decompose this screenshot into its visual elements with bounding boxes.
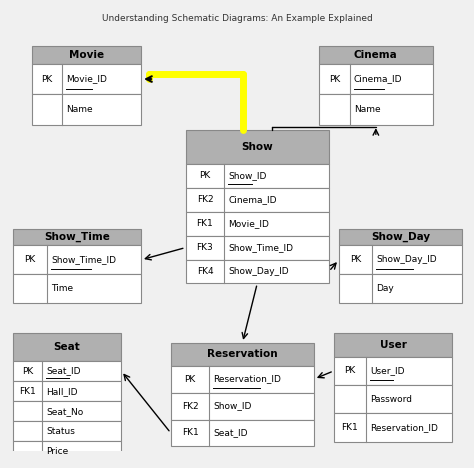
Text: PK: PK xyxy=(184,374,196,384)
Bar xyxy=(334,333,453,357)
Bar xyxy=(319,95,433,125)
Text: User: User xyxy=(380,340,407,350)
Bar xyxy=(319,46,433,64)
Bar xyxy=(186,130,329,164)
Text: Name: Name xyxy=(354,105,380,114)
Text: PK: PK xyxy=(329,74,340,83)
Text: PK: PK xyxy=(200,171,210,180)
Text: Day: Day xyxy=(376,284,394,293)
Text: FK3: FK3 xyxy=(197,243,213,252)
Text: Reservation_ID: Reservation_ID xyxy=(370,423,438,432)
Text: Cinema: Cinema xyxy=(354,50,398,60)
Text: PK: PK xyxy=(42,74,53,83)
Text: FK2: FK2 xyxy=(182,402,199,410)
Text: PK: PK xyxy=(22,366,33,376)
Text: Time: Time xyxy=(51,284,73,293)
Bar xyxy=(186,212,329,235)
Bar xyxy=(339,245,462,274)
Text: FK1: FK1 xyxy=(182,429,199,438)
Bar xyxy=(13,381,121,401)
Bar xyxy=(13,361,121,381)
Text: Understanding Schematic Diagrams: An Example Explained: Understanding Schematic Diagrams: An Exa… xyxy=(101,14,373,23)
Text: Show: Show xyxy=(241,142,273,152)
Bar xyxy=(339,274,462,303)
Text: Hall_ID: Hall_ID xyxy=(46,387,77,395)
Bar xyxy=(171,343,314,366)
Bar xyxy=(186,235,329,260)
Text: Movie_ID: Movie_ID xyxy=(66,74,107,83)
Text: FK1: FK1 xyxy=(341,423,358,432)
Bar xyxy=(186,188,329,212)
Bar xyxy=(13,274,141,303)
Text: Show_Time_ID: Show_Time_ID xyxy=(51,256,116,264)
Text: Show_Day_ID: Show_Day_ID xyxy=(228,267,289,276)
Text: Seat_No: Seat_No xyxy=(46,407,83,416)
Text: Status: Status xyxy=(46,427,75,436)
Text: Seat_ID: Seat_ID xyxy=(46,366,81,376)
Text: Show_Time: Show_Time xyxy=(44,232,110,242)
Bar xyxy=(334,385,453,413)
Bar xyxy=(186,164,329,188)
Bar xyxy=(339,229,462,245)
Text: FK1: FK1 xyxy=(197,219,213,228)
Bar xyxy=(334,357,453,385)
Text: FK1: FK1 xyxy=(19,387,36,395)
Bar xyxy=(13,245,141,274)
Bar xyxy=(13,229,141,245)
Text: Show_Day: Show_Day xyxy=(371,232,430,242)
Text: Seat_ID: Seat_ID xyxy=(213,429,248,438)
Bar xyxy=(13,421,121,441)
Bar xyxy=(334,413,453,441)
Text: Show_Day_ID: Show_Day_ID xyxy=(376,256,437,264)
Text: Reservation_ID: Reservation_ID xyxy=(213,374,281,384)
Text: Password: Password xyxy=(370,395,412,403)
Text: Cinema_ID: Cinema_ID xyxy=(228,195,277,204)
Bar xyxy=(319,64,433,95)
Text: Cinema_ID: Cinema_ID xyxy=(354,74,402,83)
Text: PK: PK xyxy=(24,256,36,264)
Bar xyxy=(171,366,314,393)
Bar xyxy=(32,95,141,125)
Bar xyxy=(32,64,141,95)
Text: PK: PK xyxy=(344,366,356,375)
Text: Show_ID: Show_ID xyxy=(228,171,267,180)
Text: Seat: Seat xyxy=(54,342,81,352)
Text: Price: Price xyxy=(46,447,68,456)
Text: PK: PK xyxy=(350,256,361,264)
Text: Reservation: Reservation xyxy=(207,349,278,359)
Bar xyxy=(32,46,141,64)
Bar xyxy=(13,401,121,421)
Text: Show_ID: Show_ID xyxy=(213,402,252,410)
Text: Movie_ID: Movie_ID xyxy=(228,219,269,228)
Text: User_ID: User_ID xyxy=(370,366,404,375)
Bar xyxy=(171,393,314,419)
Bar xyxy=(171,419,314,446)
Text: FK4: FK4 xyxy=(197,267,213,276)
Text: Movie: Movie xyxy=(69,50,104,60)
Text: Show_Time_ID: Show_Time_ID xyxy=(228,243,293,252)
Text: FK2: FK2 xyxy=(197,195,213,204)
Bar xyxy=(186,260,329,284)
Bar xyxy=(13,441,121,461)
Text: Name: Name xyxy=(66,105,92,114)
Bar xyxy=(13,333,121,361)
